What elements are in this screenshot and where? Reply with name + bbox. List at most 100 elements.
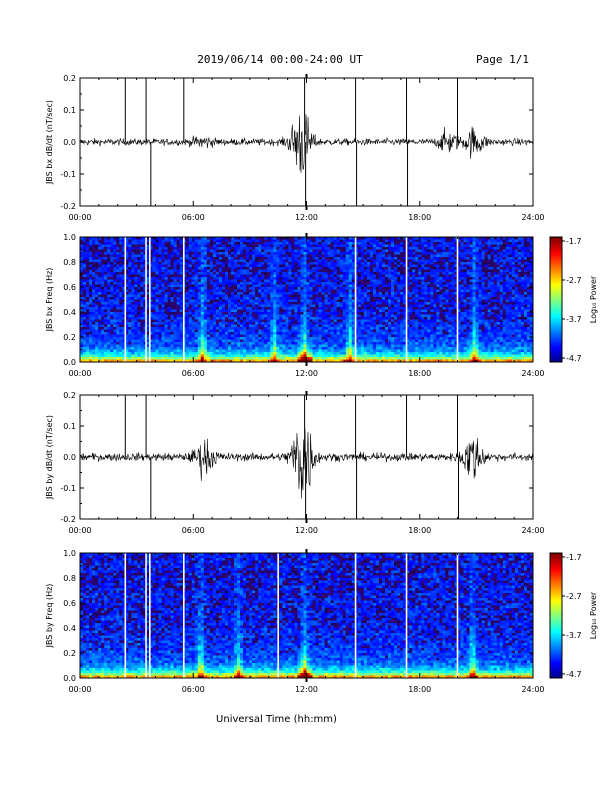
spectrogram-cell	[249, 299, 253, 303]
spectrogram-cell	[83, 312, 87, 315]
spectrogram-cell	[113, 359, 117, 363]
spectrogram-cell	[354, 277, 359, 280]
spectrogram-cell	[231, 282, 235, 285]
spectrogram-cell	[285, 242, 289, 245]
spectrogram-cell	[231, 269, 235, 273]
spectrogram-cell	[155, 242, 159, 245]
spectrogram-cell	[234, 287, 238, 290]
spectrogram-cell	[303, 327, 307, 330]
spectrogram-cell	[161, 242, 165, 245]
spectrogram-cell	[137, 254, 141, 258]
spectrogram-cell	[351, 262, 356, 265]
spectrogram-cell	[348, 347, 353, 350]
spectrogram-cell	[261, 267, 265, 270]
spectrogram-cell	[101, 242, 105, 245]
spectrogram-cell	[255, 269, 259, 273]
spectrogram-cell	[131, 277, 135, 280]
spectrogram-cell	[134, 264, 138, 268]
spectrogram-cell	[255, 264, 259, 268]
spectrogram-cell	[206, 304, 211, 308]
spectrogram-cell	[294, 317, 298, 320]
spectrogram-cell	[357, 244, 362, 248]
spectrogram-cell	[167, 302, 171, 305]
spectrogram-cell	[218, 339, 223, 343]
spectrogram-cell	[152, 304, 156, 308]
spectrogram-cell	[372, 272, 377, 275]
spectrogram-cell	[312, 242, 316, 245]
spectrogram-cell	[206, 332, 211, 335]
spectrogram-cell	[255, 307, 259, 310]
spectrogram-cell	[227, 262, 232, 265]
spectrogram-cell	[306, 332, 310, 335]
spectrogram-cell	[194, 254, 199, 258]
spectrogram-cell	[185, 264, 190, 268]
spectrogram-cell	[273, 354, 277, 358]
spectrogram-cell	[206, 274, 211, 278]
spectrogram-cell	[203, 309, 208, 313]
spectrogram-cell	[152, 249, 156, 253]
spectrogram-cell	[149, 347, 153, 350]
spectrogram-cell	[170, 279, 175, 283]
spectrogram-cell	[137, 269, 141, 273]
spectrogram-cell	[107, 267, 111, 270]
spectrogram-cell	[327, 324, 332, 328]
spectrogram-cell	[306, 264, 310, 268]
spectrogram-cell	[179, 277, 184, 280]
spectrogram-cell	[348, 247, 353, 250]
spectrogram-cell	[297, 357, 301, 360]
spectrogram-cell	[243, 254, 247, 258]
spectrogram-cell	[237, 244, 241, 248]
spectrogram-cell	[146, 357, 150, 360]
spectrogram-cell	[122, 307, 126, 310]
spectrogram-cell	[366, 294, 371, 298]
spectrogram-cell	[206, 312, 211, 315]
spectrogram-cell	[276, 242, 280, 245]
spectrogram-cell	[348, 277, 353, 280]
spectrogram-cell	[321, 254, 326, 258]
spectrogram-cell	[101, 252, 105, 255]
spectrogram-cell	[101, 289, 105, 293]
spectrogram-cell	[291, 282, 295, 285]
spectrogram-cell	[306, 327, 310, 330]
spectrogram-cell	[98, 337, 102, 340]
spectrogram-cell	[267, 322, 271, 325]
spectrogram-cell	[348, 257, 353, 260]
spectrogram-cell	[86, 249, 90, 253]
spectrogram-cell	[366, 299, 371, 303]
spectrogram-cell	[173, 334, 178, 338]
spectrogram-cell	[107, 284, 111, 288]
spectrogram-cell	[273, 319, 277, 323]
spectrogram-cell	[200, 249, 205, 253]
spectrogram-cell	[101, 259, 105, 263]
spectrogram-cell	[206, 302, 211, 305]
spectrogram-cell	[243, 274, 247, 278]
spectrogram-cell	[318, 359, 322, 363]
spectrogram-cell	[101, 319, 105, 323]
spectrogram-cell	[101, 349, 105, 353]
spectrogram-cell	[258, 247, 262, 250]
spectrogram-cell	[86, 319, 90, 323]
spectrogram-cell	[113, 352, 117, 355]
spectrogram-cell	[122, 354, 126, 358]
spectrogram-cell	[261, 307, 265, 310]
spectrogram-cell	[294, 274, 298, 278]
spectrogram-cell	[137, 309, 141, 313]
spectrogram-cell	[366, 244, 371, 248]
spectrogram-cell	[134, 299, 138, 303]
spectrogram-cell	[215, 267, 220, 270]
spectrogram-cell	[200, 332, 205, 335]
spectrogram-cell	[348, 357, 353, 360]
spectrogram-cell	[164, 307, 168, 310]
spectrogram-cell	[86, 269, 90, 273]
spectrogram-cell	[122, 289, 126, 293]
spectrogram-cell	[246, 327, 250, 330]
spectrogram-cell	[155, 304, 159, 308]
spectrogram-cell	[188, 262, 193, 265]
spectrogram-cell	[167, 282, 171, 285]
spectrogram-cell	[231, 297, 235, 300]
spectrogram-cell	[288, 354, 292, 358]
spectrogram-cell	[107, 314, 111, 318]
spectrogram-cell	[258, 294, 262, 298]
spectrogram-cell	[351, 237, 356, 240]
spectrogram-cell	[300, 302, 304, 305]
